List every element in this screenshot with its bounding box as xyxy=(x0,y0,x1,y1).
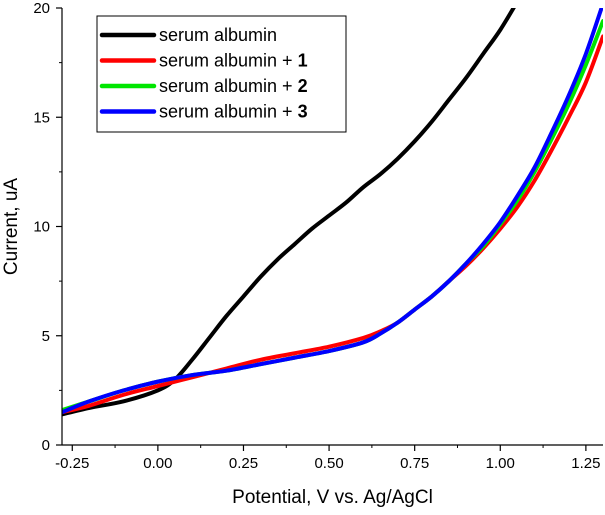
x-tick-label: 0.00 xyxy=(143,455,172,472)
legend: serum albumin serum albumin + 1 serum albu… xyxy=(96,15,347,133)
curves-layer xyxy=(62,8,603,417)
x-tick-label: 1.00 xyxy=(486,455,515,472)
y-tick-label: 5 xyxy=(42,328,50,345)
y-tick-label: 20 xyxy=(33,0,50,17)
series-line-4 xyxy=(62,8,603,415)
y-tick-label: 10 xyxy=(33,219,50,236)
legend-label: serum albumin xyxy=(159,25,277,45)
x-tick-label: 0.75 xyxy=(400,455,429,472)
y-tick-label: 0 xyxy=(42,437,50,454)
legend-label: serum albumin + 1 xyxy=(159,51,308,71)
legend-label: serum albumin + 2 xyxy=(159,76,308,96)
x-tick-label: 0.25 xyxy=(229,455,258,472)
axes-layer: -0.25 0.00 0.25 0.50 0.75 1.00 1.25 0 5 10 15 20 xyxy=(33,0,603,472)
x-tick-label: 0.50 xyxy=(314,455,343,472)
legend-label: serum albumin + 3 xyxy=(159,102,308,122)
y-tick-label: 15 xyxy=(33,109,50,126)
y-axis-title: Current, uA xyxy=(1,178,22,275)
x-tick-label: 1.25 xyxy=(571,455,600,472)
x-axis-title: Potential, V vs. Ag/AgCl xyxy=(232,487,433,508)
x-tick-label: -0.25 xyxy=(55,455,89,472)
